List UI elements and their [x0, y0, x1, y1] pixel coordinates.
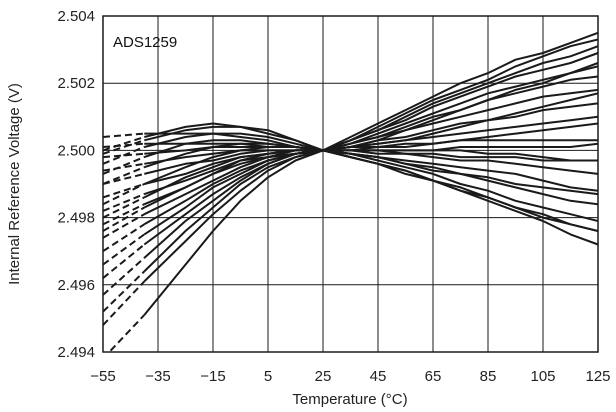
measured-segment: [144, 142, 598, 222]
measured-segment: [144, 149, 598, 175]
x-tick-label: −55: [90, 368, 115, 385]
extrapolated-segment: [103, 223, 145, 253]
extrapolated-segment: [103, 213, 145, 239]
series-line-1: [107, 31, 598, 352]
device-annotation: ADS1259: [113, 34, 177, 51]
series-line-18: [103, 122, 598, 246]
measured-segment: [144, 122, 598, 246]
series-line-24: [103, 62, 598, 232]
x-tick-label: −35: [145, 368, 170, 385]
series-line-22: [103, 122, 598, 206]
series-line-17: [103, 125, 598, 232]
series-line-5: [103, 65, 598, 279]
series-line-2: [103, 38, 598, 326]
extrapolated-segment: [103, 156, 145, 175]
extrapolated-segment: [103, 280, 146, 326]
series-line-4: [103, 52, 598, 296]
series-line-19: [103, 132, 598, 196]
y-tick-label: 2.494: [57, 344, 95, 361]
plot-frame: [102, 15, 599, 353]
x-tick-label: 25: [315, 368, 332, 385]
measured-segment: [143, 62, 598, 209]
series-line-12: [103, 149, 598, 185]
measured-segment: [143, 65, 598, 246]
x-tick-label: 85: [480, 368, 497, 385]
y-tick-label: 2.496: [57, 277, 95, 294]
extrapolated-segment: [103, 136, 145, 152]
y-tick-label: 2.498: [57, 210, 95, 227]
y-tick-label: 2.502: [57, 75, 95, 92]
extrapolated-segment: [103, 270, 145, 313]
extrapolated-segment: [103, 162, 145, 172]
series-line-21: [103, 142, 598, 185]
extrapolated-segment: [103, 183, 145, 199]
extrapolated-segment: [103, 183, 145, 206]
x-tick-label: 45: [370, 368, 387, 385]
measured-segment: [143, 38, 598, 283]
x-tick-label: 125: [585, 368, 610, 385]
x-tick-label: 105: [530, 368, 555, 385]
series-line-3: [103, 45, 598, 313]
measured-segment: [143, 92, 598, 199]
extrapolated-segment: [103, 139, 145, 155]
x-axis-title: Temperature (°C): [292, 391, 407, 408]
extrapolated-segment: [103, 146, 145, 165]
x-tick-label: −15: [200, 368, 225, 385]
x-tick-label: 65: [425, 368, 442, 385]
x-tick-label: 5: [264, 368, 272, 385]
series-line-7: [103, 88, 598, 253]
series-line-15: [103, 142, 598, 222]
extrapolated-segment: [107, 314, 146, 352]
extrapolated-segment: [103, 172, 145, 185]
extrapolated-segment: [103, 257, 145, 296]
extrapolated-segment: [103, 132, 145, 138]
extrapolated-segment: [103, 196, 145, 219]
measured-segment: [143, 122, 598, 185]
extrapolated-segment: [103, 233, 145, 266]
extrapolated-segment: [103, 152, 145, 159]
extrapolated-segment: [103, 206, 145, 232]
measured-segment: [143, 142, 598, 169]
x-axis-ticks: −55 −35 −15 5 25 45 65 85 105 125: [90, 368, 610, 385]
y-tick-label: 2.500: [57, 142, 95, 159]
y-axis-ticks: 2.494 2.496 2.498 2.500 2.502 2.504: [57, 8, 95, 361]
extrapolated-segment: [103, 193, 145, 212]
measured-segment: [143, 52, 598, 259]
extrapolated-segment: [103, 142, 145, 148]
extrapolated-segment: [103, 166, 145, 185]
extrapolated-segment: [103, 243, 145, 279]
series-line-23: [103, 92, 598, 219]
measured-segment: [144, 132, 598, 196]
series-lines: [103, 31, 598, 352]
y-tick-label: 2.504: [57, 8, 95, 25]
extrapolated-segment: [103, 203, 145, 226]
measured-segment: [143, 31, 598, 316]
y-axis-title: Internal Reference Voltage (V): [6, 83, 23, 285]
measured-segment: [143, 88, 598, 226]
